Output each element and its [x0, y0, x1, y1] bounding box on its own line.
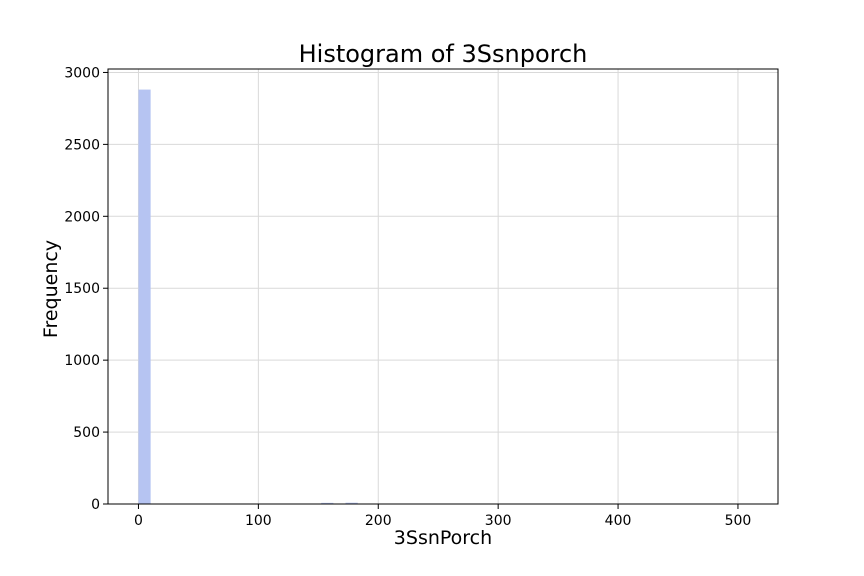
axis-ticks: 0 100 200 300 400 500 0 500 1000 1500 2000 2500 3000 [64, 65, 751, 529]
y-tick-label: 2500 [64, 137, 100, 153]
x-tick-label: 0 [134, 513, 143, 529]
histogram-bar [345, 502, 358, 504]
x-tick-label: 500 [725, 513, 752, 529]
histogram-bar [138, 89, 151, 504]
x-tick-label: 200 [365, 513, 392, 529]
y-axis-label: Frequency [40, 240, 62, 338]
y-tick-label: 1500 [64, 281, 100, 297]
plot-frame [107, 68, 779, 505]
x-tick-label: 400 [605, 513, 632, 529]
histogram-bars [138, 89, 358, 504]
grid-lines [108, 69, 778, 505]
y-tick-label: 2000 [64, 209, 100, 225]
x-tick-label: 300 [485, 513, 512, 529]
y-tick-label: 0 [91, 497, 100, 513]
x-tick-label: 100 [245, 513, 272, 529]
y-tick-label: 1000 [64, 353, 100, 369]
histogram-bar [321, 502, 334, 504]
chart-title: Histogram of 3Ssnporch [299, 40, 588, 68]
y-tick-label: 3000 [64, 65, 100, 81]
y-tick-label: 500 [73, 425, 100, 441]
x-axis-label: 3SsnPorch [394, 527, 492, 549]
